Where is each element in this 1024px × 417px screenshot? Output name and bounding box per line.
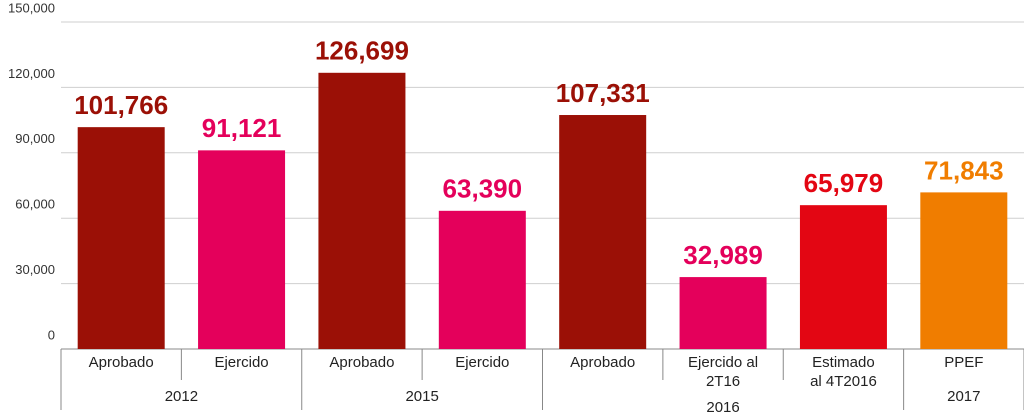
y-tick-label: 90,000 bbox=[15, 131, 55, 146]
bar bbox=[438, 210, 526, 349]
bar bbox=[920, 192, 1008, 349]
data-label: 101,766 bbox=[74, 90, 168, 120]
x-tick-label: Aprobado bbox=[88, 354, 154, 371]
x-tick-label: Ejercido bbox=[455, 354, 510, 371]
data-label: 65,979 bbox=[804, 168, 884, 198]
data-label: 107,331 bbox=[556, 78, 650, 108]
group-label: 2017 bbox=[947, 388, 980, 405]
x-tick-label: PPEF bbox=[944, 354, 984, 371]
x-tick-label: Ejercido al 2T16 bbox=[688, 354, 759, 390]
bar bbox=[799, 205, 887, 349]
x-tick-label: Aprobado bbox=[570, 354, 636, 371]
bar bbox=[679, 277, 767, 349]
x-tick-label: Estimado al 4T2016 bbox=[810, 354, 877, 390]
x-tick-label: Aprobado bbox=[329, 354, 395, 371]
bar bbox=[198, 150, 286, 349]
data-label: 32,989 bbox=[683, 240, 763, 270]
data-label: 91,121 bbox=[202, 113, 282, 143]
data-label: 63,390 bbox=[443, 174, 523, 204]
group-label: 2012 bbox=[165, 388, 198, 405]
bar bbox=[77, 127, 165, 350]
data-label: 71,843 bbox=[924, 155, 1004, 185]
y-tick-label: 0 bbox=[48, 327, 55, 342]
y-tick-label: 60,000 bbox=[15, 197, 55, 212]
bar bbox=[559, 115, 647, 349]
x-tick-label: Ejercido bbox=[214, 354, 269, 371]
y-tick-label: 120,000 bbox=[8, 66, 55, 81]
bar bbox=[318, 72, 406, 350]
data-label: 126,699 bbox=[315, 36, 409, 66]
group-label: 2016 bbox=[706, 399, 739, 416]
y-tick-label: 30,000 bbox=[15, 262, 55, 277]
y-tick-label: 150,000 bbox=[8, 0, 55, 15]
group-label: 2015 bbox=[405, 388, 438, 405]
